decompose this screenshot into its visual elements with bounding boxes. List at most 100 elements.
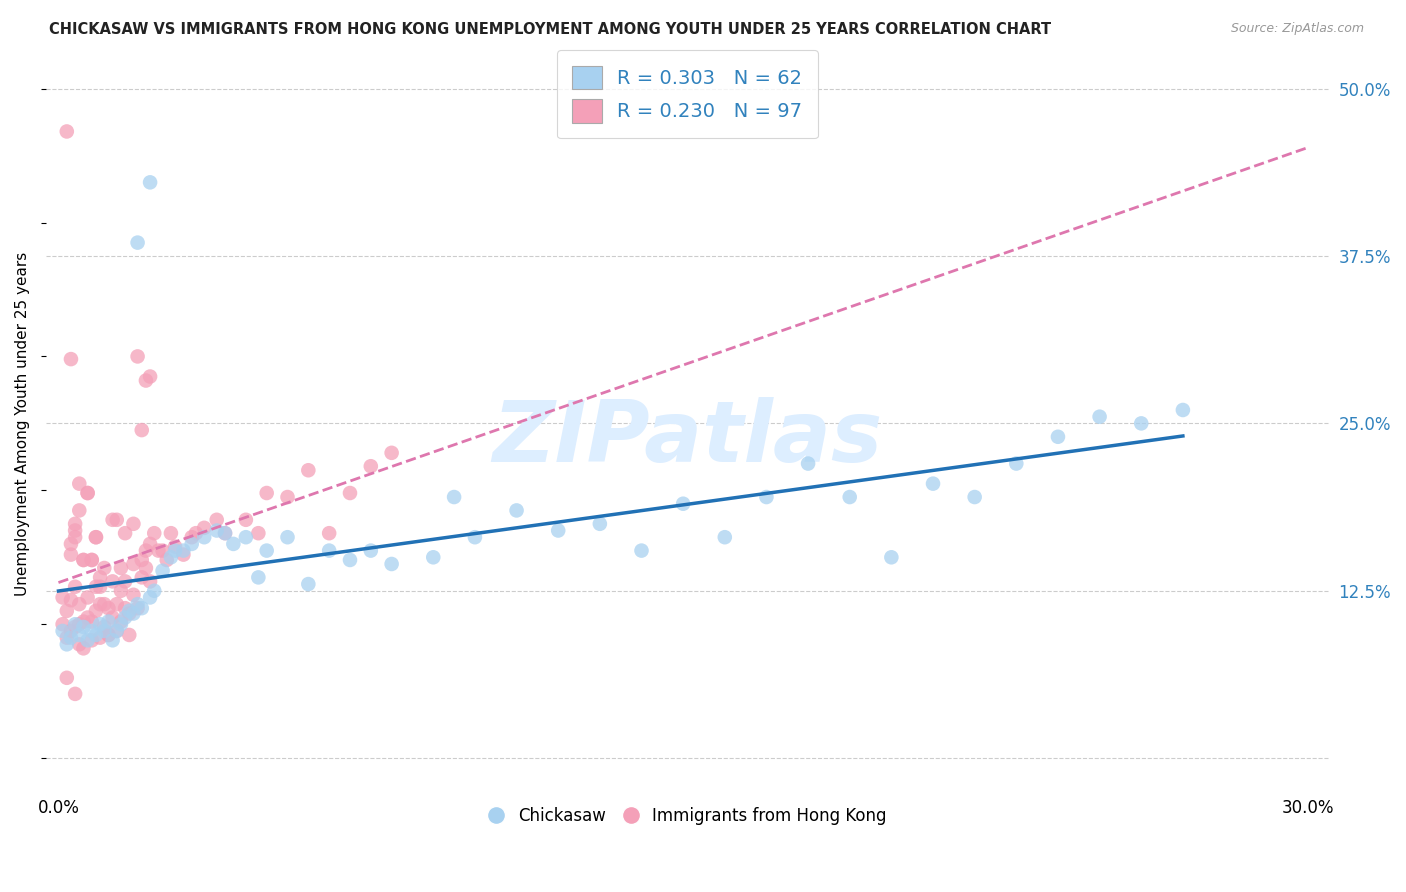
Point xyxy=(76,633,98,648)
Point xyxy=(59,593,82,607)
Point xyxy=(101,610,124,624)
Point xyxy=(180,537,202,551)
Point xyxy=(193,530,215,544)
Point xyxy=(118,607,141,621)
Point xyxy=(131,553,153,567)
Point xyxy=(339,553,361,567)
Point xyxy=(422,550,444,565)
Point xyxy=(152,564,174,578)
Point xyxy=(63,617,86,632)
Point xyxy=(139,574,162,589)
Point xyxy=(360,543,382,558)
Point xyxy=(122,516,145,531)
Point xyxy=(89,631,111,645)
Point xyxy=(135,374,157,388)
Y-axis label: Unemployment Among Youth under 25 years: Unemployment Among Youth under 25 years xyxy=(15,252,30,596)
Point xyxy=(838,490,860,504)
Legend: Chickasaw, Immigrants from Hong Kong: Chickasaw, Immigrants from Hong Kong xyxy=(481,800,893,831)
Point xyxy=(1088,409,1111,424)
Point xyxy=(97,628,120,642)
Point xyxy=(67,476,90,491)
Point xyxy=(105,513,128,527)
Point xyxy=(72,620,94,634)
Point xyxy=(89,597,111,611)
Point xyxy=(76,486,98,500)
Point xyxy=(80,615,103,629)
Point xyxy=(381,557,404,571)
Point xyxy=(93,597,115,611)
Point xyxy=(122,588,145,602)
Point xyxy=(297,463,319,477)
Point xyxy=(56,604,79,618)
Point xyxy=(114,601,136,615)
Point xyxy=(755,490,778,504)
Point xyxy=(97,615,120,629)
Point xyxy=(714,530,737,544)
Point xyxy=(110,617,132,632)
Point xyxy=(118,628,141,642)
Point xyxy=(52,624,75,638)
Point xyxy=(127,235,149,250)
Point xyxy=(72,615,94,629)
Point xyxy=(381,446,404,460)
Point xyxy=(193,521,215,535)
Point xyxy=(214,526,236,541)
Point xyxy=(235,513,257,527)
Point xyxy=(67,597,90,611)
Point xyxy=(59,352,82,367)
Point xyxy=(297,577,319,591)
Point xyxy=(84,530,107,544)
Point xyxy=(59,631,82,645)
Point xyxy=(114,574,136,589)
Point xyxy=(135,543,157,558)
Point xyxy=(205,524,228,538)
Point xyxy=(93,561,115,575)
Point xyxy=(505,503,527,517)
Point xyxy=(247,526,270,541)
Point xyxy=(172,543,194,558)
Point xyxy=(105,624,128,638)
Point xyxy=(101,574,124,589)
Point xyxy=(339,486,361,500)
Point xyxy=(84,604,107,618)
Point xyxy=(118,604,141,618)
Point xyxy=(67,628,90,642)
Point xyxy=(93,624,115,638)
Point xyxy=(139,369,162,384)
Point xyxy=(139,591,162,605)
Point xyxy=(122,557,145,571)
Point xyxy=(89,580,111,594)
Point xyxy=(797,457,820,471)
Point xyxy=(235,530,257,544)
Point xyxy=(318,526,340,541)
Point xyxy=(443,490,465,504)
Point xyxy=(80,553,103,567)
Text: ZIPatlas: ZIPatlas xyxy=(492,397,883,480)
Point xyxy=(276,530,298,544)
Point xyxy=(93,620,115,634)
Point xyxy=(110,615,132,629)
Point xyxy=(59,624,82,638)
Point xyxy=(67,617,90,632)
Point xyxy=(589,516,612,531)
Point xyxy=(256,543,278,558)
Point xyxy=(59,537,82,551)
Point xyxy=(114,610,136,624)
Point xyxy=(131,601,153,615)
Point xyxy=(127,350,149,364)
Point xyxy=(672,497,695,511)
Point xyxy=(63,580,86,594)
Point xyxy=(135,561,157,575)
Point xyxy=(72,553,94,567)
Point xyxy=(76,591,98,605)
Point xyxy=(143,526,166,541)
Point xyxy=(72,553,94,567)
Point xyxy=(105,597,128,611)
Point xyxy=(165,540,187,554)
Point xyxy=(184,526,207,541)
Point xyxy=(152,543,174,558)
Point xyxy=(56,124,79,138)
Point xyxy=(97,628,120,642)
Text: CHICKASAW VS IMMIGRANTS FROM HONG KONG UNEMPLOYMENT AMONG YOUTH UNDER 25 YEARS C: CHICKASAW VS IMMIGRANTS FROM HONG KONG U… xyxy=(49,22,1052,37)
Point xyxy=(143,583,166,598)
